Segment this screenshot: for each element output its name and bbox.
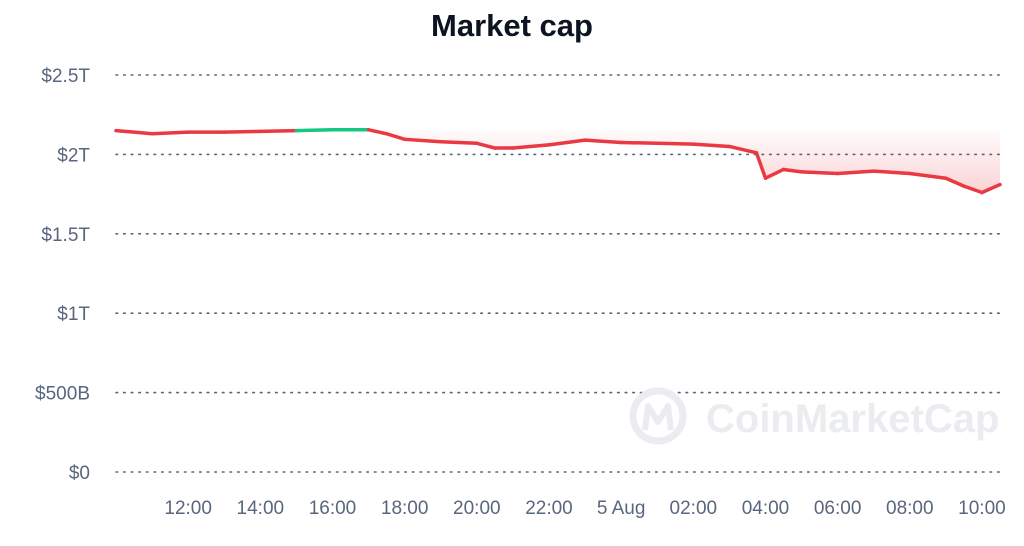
series-line-segment [366,128,389,136]
coinmarketcap-logo-icon [629,387,687,445]
y-tick-label: $1.5T [41,225,90,246]
series-line-segment [619,140,659,146]
x-tick-label: 06:00 [814,498,862,519]
series-line-segment [294,128,335,133]
series-line-segment [258,128,299,134]
x-tick-label: 16:00 [309,498,357,519]
series-line-segment [384,132,407,142]
series-line-segment [691,142,732,149]
series-line-segment [222,129,263,134]
series-line-segment [908,171,948,180]
x-tick-label: 12:00 [164,498,212,519]
series-line-segment [944,176,966,188]
series-line-segment [150,130,190,136]
x-tick-label: 04:00 [742,498,790,519]
series-line-segment [583,138,623,145]
series-line-segment [763,167,786,180]
series-line-segment [655,141,696,146]
coinmarketcap-watermark: CoinMarketCap [629,387,999,445]
x-tick-label: 18:00 [381,498,429,519]
series-line-segment [438,139,479,146]
area-fill [116,129,1000,193]
y-tick-label: $2T [57,145,90,166]
y-tick-label: $500B [35,384,90,405]
series-line-segment [727,144,759,155]
watermark-text: CoinMarketCap [706,397,999,441]
chart-title: Market cap [431,8,593,43]
series-line-segment [871,169,912,176]
series-line-segment [754,151,768,180]
x-tick-label: 14:00 [237,498,285,519]
x-tick-label: 20:00 [453,498,501,519]
series-line-segment [799,170,840,176]
series-line-segment [835,169,876,176]
x-tick-label: 02:00 [670,498,718,519]
series-line-segment [980,182,1002,195]
series-line-segment [402,137,443,144]
series-line-segment [547,138,587,147]
series-line-segment [511,143,551,150]
y-tick-label: $0 [69,463,90,484]
series-line-segment [962,184,984,195]
series-line-segment [781,167,804,174]
y-tick-label: $2.5T [41,66,90,87]
y-tick-label: $1T [57,304,90,325]
series-line-segment [475,141,497,150]
x-tick-label: 10:00 [958,498,1006,519]
x-tick-label: 22:00 [525,498,573,519]
x-tick-label: 5 Aug [597,498,646,519]
series-line-segment [114,128,154,136]
x-tick-label: 08:00 [886,498,934,519]
